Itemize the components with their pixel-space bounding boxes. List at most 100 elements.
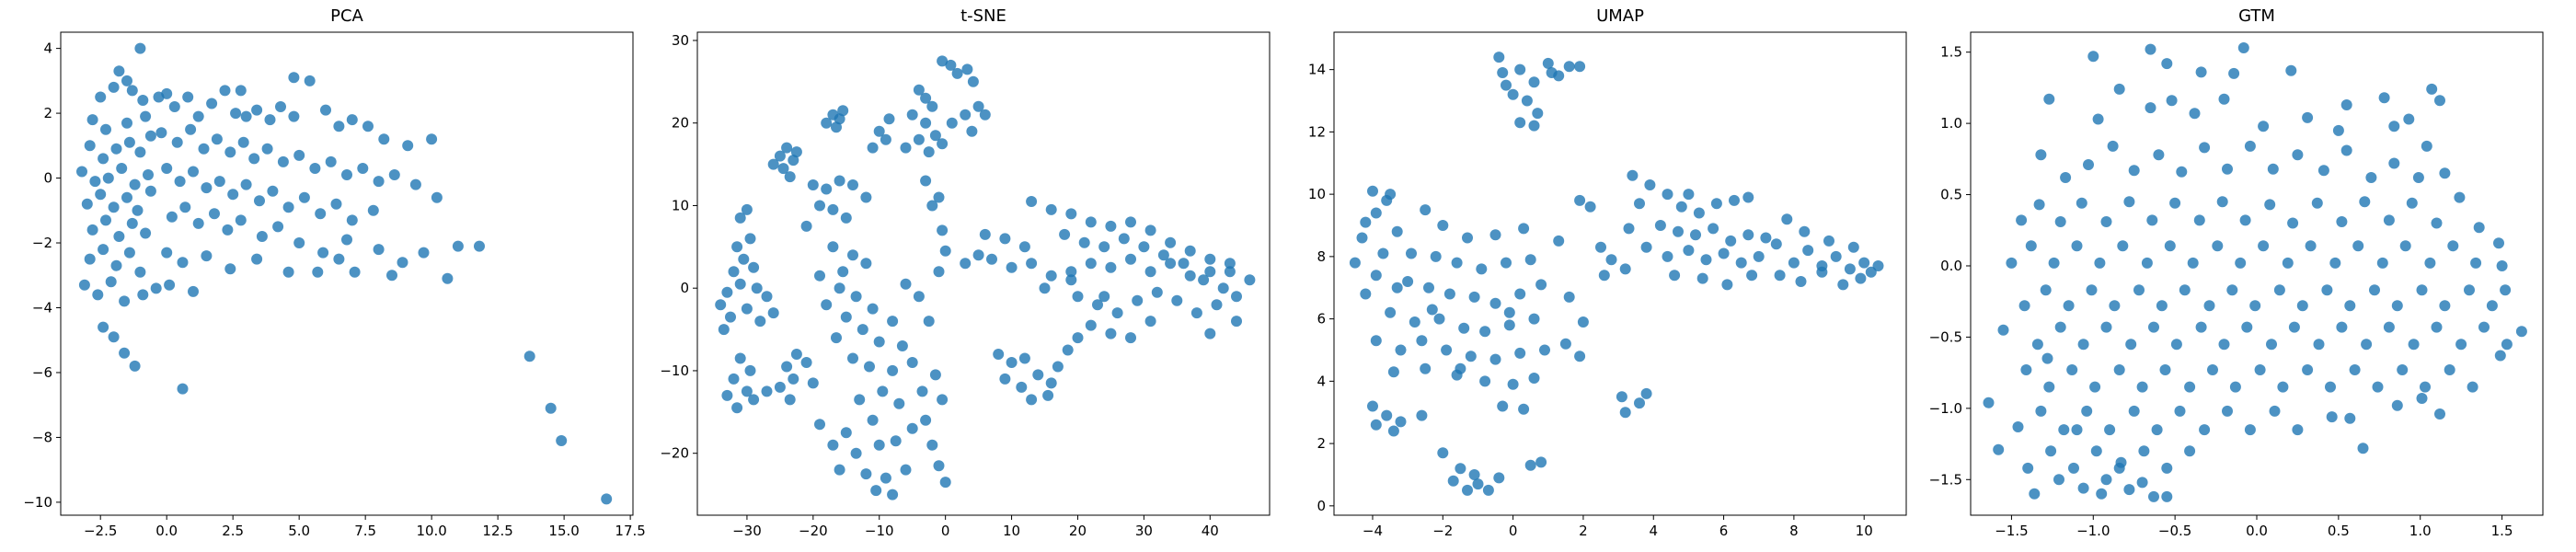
scatter-point: [317, 247, 329, 259]
scatter-point: [1493, 472, 1505, 484]
scatter-point: [916, 385, 928, 397]
scatter-point: [1497, 400, 1509, 412]
scatter-point: [2258, 240, 2270, 252]
scatter-point: [1673, 225, 1684, 237]
scatter-point: [2076, 197, 2087, 209]
scatter-point: [1489, 353, 1501, 365]
scatter-point: [873, 439, 885, 451]
scatter-point: [2326, 411, 2338, 423]
scatter-point: [939, 477, 951, 489]
scatter-point: [2113, 83, 2125, 95]
scatter-point: [2244, 424, 2256, 436]
scatter-point: [873, 125, 885, 137]
scatter-point: [161, 247, 173, 259]
scatter-point: [972, 249, 984, 261]
scatter-point: [744, 364, 756, 376]
scatter-point: [1535, 279, 1547, 291]
scatter-point: [784, 171, 796, 183]
y-tick-label: −10: [660, 362, 689, 379]
scatter-point: [1683, 189, 1695, 201]
scatter-point: [2161, 58, 2173, 70]
scatter-point: [333, 121, 345, 132]
scatter-point: [2086, 284, 2098, 296]
scatter-point: [2302, 111, 2314, 123]
scatter-point: [1370, 335, 1382, 347]
scatter-point: [1623, 223, 1635, 235]
scatter-point: [304, 75, 316, 86]
scatter-point: [222, 224, 234, 236]
scatter-point: [113, 65, 125, 77]
scatter-point: [2340, 144, 2352, 156]
scatter-point: [744, 233, 756, 245]
scatter-point: [960, 109, 972, 121]
scatter-point: [2033, 199, 2045, 211]
scatter-point: [2066, 364, 2078, 375]
scatter-point: [883, 113, 895, 125]
x-tick-label: −2: [1432, 523, 1453, 539]
scatter-point: [1144, 316, 1156, 328]
scatter-point: [2083, 159, 2094, 170]
scatter-point: [860, 258, 872, 270]
scatter-point: [1472, 478, 1484, 490]
scatter-point: [251, 253, 263, 265]
scatter-point: [1098, 291, 1110, 303]
scatter-point: [2500, 284, 2512, 296]
scatter-point: [1455, 362, 1466, 374]
scatter-point: [373, 244, 385, 256]
scatter-point: [937, 394, 949, 406]
y-tick-label: 2: [1317, 435, 1326, 452]
scatter-point: [2094, 257, 2106, 269]
scatter-point: [474, 240, 485, 252]
scatter-point: [431, 191, 443, 203]
scatter-point: [98, 244, 109, 256]
scatter-point: [1468, 291, 1480, 303]
scatter-point: [267, 185, 279, 197]
scatter-point: [774, 381, 786, 393]
scatter-point: [168, 101, 180, 112]
scatter-point: [1997, 324, 2009, 336]
scatter-point: [1211, 299, 1223, 311]
scatter-point: [2329, 257, 2341, 269]
axes-frame: [1970, 31, 2544, 516]
scatter-point: [906, 422, 918, 434]
scatter-point: [718, 324, 730, 336]
scatter-point: [867, 142, 879, 154]
scatter-point: [100, 123, 111, 135]
scatter-point: [388, 169, 400, 180]
scatter-point: [198, 143, 210, 155]
scatter-point: [1409, 316, 1420, 328]
scatter-point: [2128, 165, 2140, 177]
scatter-point: [1032, 369, 1044, 381]
scatter-point: [1016, 381, 1028, 393]
scatter-point: [1085, 216, 1097, 228]
scatter-point: [108, 331, 120, 343]
scatter-point: [1605, 254, 1617, 266]
scatter-point: [1085, 258, 1097, 270]
scatter-point: [1204, 266, 1216, 278]
scatter-point: [1514, 63, 1526, 75]
scatter-point: [1387, 366, 1399, 378]
scatter-point: [946, 117, 958, 129]
scatter-point: [887, 316, 899, 328]
scatter-point: [1595, 241, 1606, 253]
scatter-point: [1204, 328, 1216, 339]
scatter-point: [2349, 364, 2361, 375]
scatter-point: [2016, 214, 2028, 226]
scatter-point: [341, 169, 352, 180]
scatter-point: [1231, 291, 1242, 303]
scatter-point: [110, 143, 122, 155]
scatter-point: [864, 361, 875, 373]
scatter-point: [110, 259, 122, 271]
scatter-point: [1823, 235, 1834, 247]
scatter-point: [1760, 232, 1772, 244]
scatter-point: [144, 185, 156, 197]
scatter-point: [164, 279, 176, 291]
scatter-point: [102, 172, 114, 184]
scatter-point: [2161, 462, 2173, 474]
scatter-point: [144, 130, 156, 142]
scatter-point: [2104, 424, 2116, 436]
scatter-point: [240, 178, 252, 190]
scatter-point: [2340, 99, 2352, 110]
scatter-point: [2141, 257, 2153, 269]
scatter-point: [1349, 257, 1361, 269]
